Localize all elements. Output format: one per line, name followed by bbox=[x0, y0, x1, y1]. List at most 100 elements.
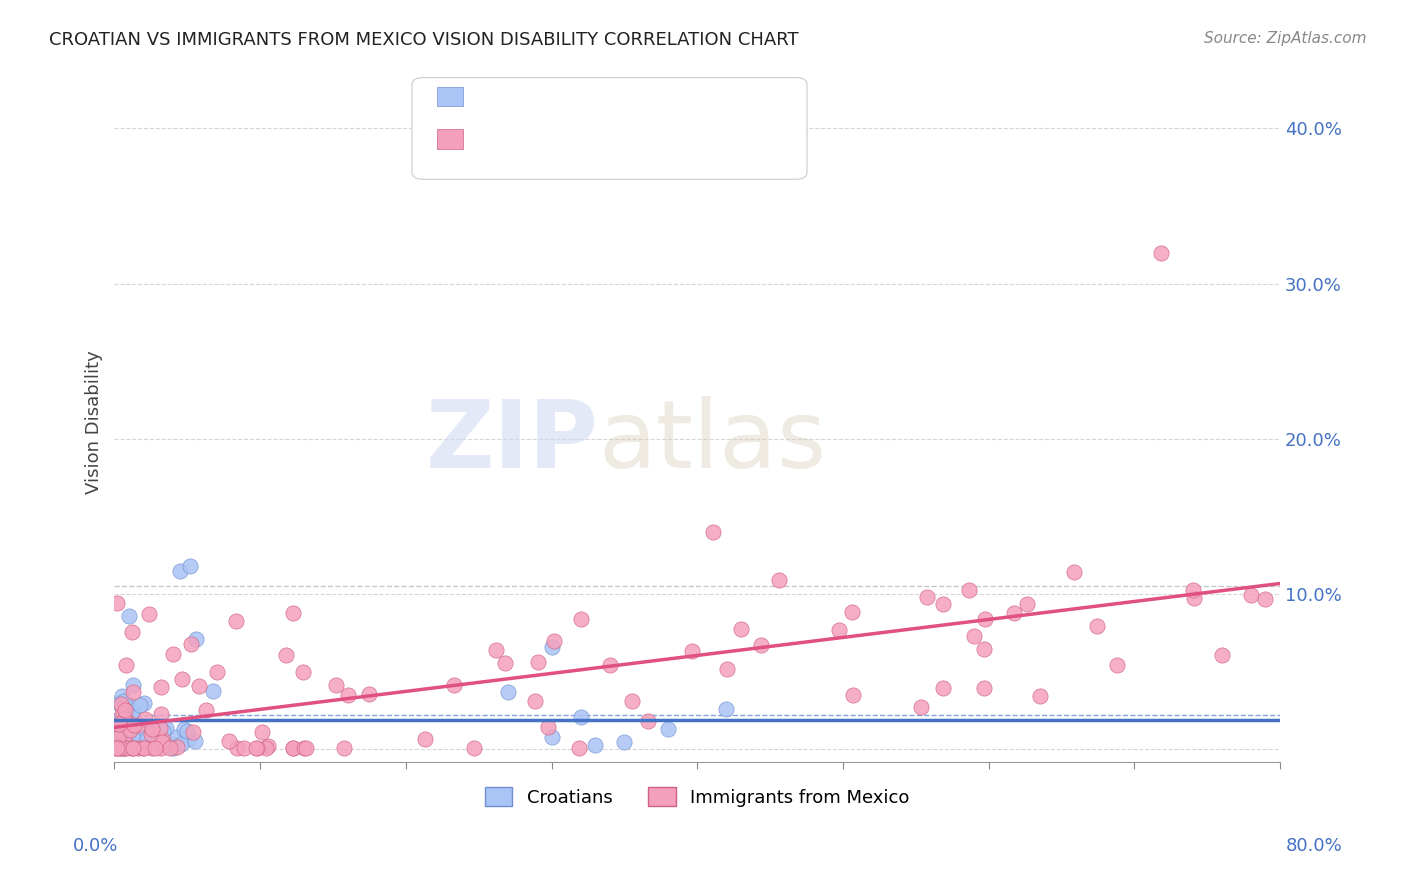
Point bbox=[325, 678, 347, 692]
Point bbox=[160, 737, 183, 751]
Point bbox=[134, 712, 156, 726]
Point bbox=[184, 632, 207, 646]
Point bbox=[121, 718, 143, 732]
Point bbox=[176, 724, 198, 739]
Point bbox=[114, 740, 136, 755]
Point bbox=[1015, 597, 1038, 611]
Point bbox=[115, 714, 138, 729]
Point bbox=[155, 721, 177, 735]
Point bbox=[246, 740, 269, 755]
Point bbox=[136, 731, 159, 746]
Point bbox=[141, 740, 163, 755]
Point bbox=[250, 724, 273, 739]
Point bbox=[108, 740, 131, 755]
Point bbox=[149, 681, 172, 695]
Point bbox=[537, 720, 560, 734]
Point bbox=[108, 714, 131, 729]
Point bbox=[111, 720, 134, 734]
Point bbox=[841, 605, 863, 619]
Point bbox=[463, 740, 485, 755]
Point bbox=[162, 647, 184, 661]
Point bbox=[932, 681, 955, 695]
Point bbox=[1184, 591, 1206, 605]
Point bbox=[122, 738, 145, 752]
Point bbox=[112, 739, 135, 754]
Point bbox=[357, 687, 380, 701]
Point bbox=[166, 740, 188, 755]
Point bbox=[118, 739, 141, 754]
Point bbox=[122, 685, 145, 699]
Point bbox=[105, 740, 128, 755]
Point bbox=[111, 706, 134, 721]
Point bbox=[111, 735, 134, 749]
Point bbox=[443, 678, 465, 692]
Point bbox=[620, 693, 643, 707]
Point bbox=[931, 597, 953, 611]
Point bbox=[613, 735, 636, 749]
Point bbox=[568, 740, 591, 755]
Point bbox=[104, 720, 127, 734]
Point bbox=[292, 740, 315, 755]
Point bbox=[107, 731, 129, 746]
Point bbox=[842, 688, 865, 702]
Point bbox=[105, 740, 128, 755]
Point bbox=[108, 732, 131, 747]
Point bbox=[110, 733, 132, 747]
Point bbox=[152, 733, 174, 747]
Text: 0.0%: 0.0% bbox=[73, 837, 118, 855]
Point bbox=[523, 694, 546, 708]
Point bbox=[107, 697, 129, 711]
Point bbox=[681, 644, 703, 658]
Point bbox=[105, 738, 128, 752]
Point bbox=[120, 721, 142, 735]
Point bbox=[110, 718, 132, 732]
Point bbox=[336, 688, 359, 702]
Legend: Croatians, Immigrants from Mexico: Croatians, Immigrants from Mexico bbox=[478, 780, 917, 814]
Text: N = 70: N = 70 bbox=[586, 87, 648, 105]
Point bbox=[122, 710, 145, 724]
Point bbox=[107, 724, 129, 739]
Point bbox=[716, 701, 738, 715]
Point bbox=[333, 740, 356, 755]
Point bbox=[121, 625, 143, 640]
Point bbox=[233, 740, 256, 755]
Point bbox=[111, 735, 134, 749]
Point bbox=[111, 739, 134, 753]
Text: N = 115: N = 115 bbox=[586, 130, 659, 148]
Point bbox=[138, 607, 160, 621]
Point bbox=[657, 722, 679, 736]
Text: 80.0%: 80.0% bbox=[1286, 837, 1343, 855]
Point bbox=[150, 735, 173, 749]
Text: atlas: atlas bbox=[598, 396, 827, 488]
Point bbox=[194, 703, 217, 717]
Point bbox=[245, 740, 267, 755]
Y-axis label: Vision Disability: Vision Disability bbox=[86, 350, 103, 493]
Point bbox=[108, 717, 131, 731]
Point bbox=[122, 706, 145, 721]
Point bbox=[117, 697, 139, 711]
Point bbox=[114, 740, 136, 755]
Text: CROATIAN VS IMMIGRANTS FROM MEXICO VISION DISABILITY CORRELATION CHART: CROATIAN VS IMMIGRANTS FROM MEXICO VISIO… bbox=[49, 31, 799, 49]
Point bbox=[569, 612, 592, 626]
Point bbox=[170, 737, 193, 751]
Point bbox=[179, 637, 201, 651]
Point bbox=[276, 648, 298, 662]
Point bbox=[152, 724, 174, 739]
Point bbox=[114, 657, 136, 672]
Text: R = 0.001: R = 0.001 bbox=[471, 87, 565, 105]
Point bbox=[702, 524, 724, 539]
Point bbox=[292, 665, 315, 679]
Point bbox=[149, 706, 172, 721]
Point bbox=[108, 740, 131, 755]
Point bbox=[143, 740, 166, 755]
Point bbox=[111, 707, 134, 722]
Point bbox=[963, 628, 986, 642]
Point bbox=[1254, 591, 1277, 606]
Point bbox=[201, 683, 224, 698]
Point bbox=[122, 740, 145, 755]
Point bbox=[543, 633, 565, 648]
Point bbox=[179, 559, 201, 574]
Point bbox=[112, 694, 135, 708]
Point bbox=[973, 681, 995, 695]
Point bbox=[127, 717, 149, 731]
